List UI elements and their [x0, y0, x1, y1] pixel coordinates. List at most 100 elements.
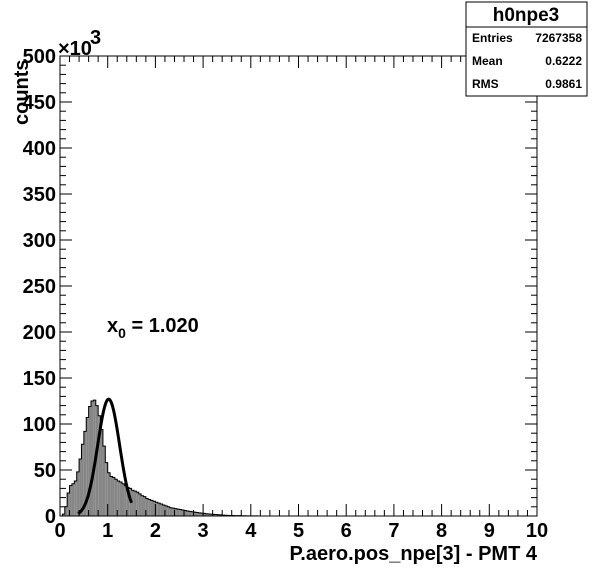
- x-tick-labels: 0 1 2 3 4 5 6 7 8 9 10: [54, 520, 548, 542]
- y-multiplier-exponent: 3: [90, 27, 101, 49]
- histogram-bar: [112, 477, 115, 516]
- y-tick-label: 100: [23, 414, 56, 436]
- stats-entries-label: Entries: [472, 31, 513, 45]
- histogram-bar: [179, 509, 182, 516]
- histogram-bar: [100, 429, 103, 516]
- histogram-bar: [64, 506, 68, 516]
- y-tick-label: 50: [34, 460, 56, 482]
- x-tick-label: 6: [341, 520, 352, 542]
- histogram-bar: [160, 504, 163, 516]
- x-tick-label: 2: [150, 520, 161, 542]
- stats-box: h0npe3 Entries 7267358 Mean 0.6222 RMS 0…: [465, 1, 588, 97]
- histogram-bar: [167, 506, 170, 516]
- annotation-subscript: 0: [118, 325, 126, 341]
- x-tick-label: 9: [484, 520, 495, 542]
- histogram-bar: [193, 512, 196, 516]
- histogram-bar: [207, 513, 211, 516]
- histogram-bar: [162, 504, 165, 516]
- stats-rms-value: 0.9861: [545, 77, 582, 91]
- stats-rms-label: RMS: [472, 77, 499, 91]
- x-tick-label: 5: [293, 520, 304, 542]
- histogram-bar: [105, 462, 108, 516]
- histogram-bar: [67, 493, 70, 516]
- y-tick-label: 200: [23, 322, 56, 344]
- y-tick-label: 450: [23, 92, 56, 114]
- y-tick-labels: 0 50 100 150 200 250 300 350 400 450 500: [23, 46, 56, 528]
- histogram-bar: [76, 471, 80, 516]
- histogram-bar: [145, 498, 149, 516]
- y-tick-label: 400: [23, 138, 56, 160]
- x-tick-label: 8: [436, 520, 447, 542]
- histogram-bar: [74, 481, 77, 516]
- y-tick-label: 0: [45, 506, 56, 528]
- gaussian-fit-curve: [77, 397, 133, 515]
- y-tick-label: 300: [23, 230, 56, 252]
- histogram-bar: [191, 511, 194, 516]
- y-axis-title: counts: [11, 59, 33, 125]
- histogram-bar: [186, 510, 189, 516]
- y-tick-label: 150: [23, 368, 56, 390]
- histogram-bar: [157, 503, 161, 516]
- histogram-bar: [176, 509, 180, 516]
- histogram-bar: [195, 512, 199, 516]
- x-tick-label: 1: [102, 520, 113, 542]
- histogram-bar: [69, 485, 72, 516]
- histogram-bar: [188, 511, 192, 516]
- annotation-base: x: [107, 315, 118, 337]
- stats-title: h0npe3: [493, 5, 560, 26]
- histogram-bar: [62, 514, 65, 516]
- x-tick-label: 4: [245, 520, 257, 542]
- histogram-bar: [143, 496, 146, 516]
- histogram-bar: [219, 514, 223, 516]
- histogram-bar: [148, 499, 151, 516]
- histogram-bar: [141, 495, 144, 516]
- histogram-bar: [181, 510, 185, 516]
- histogram-bar: [215, 514, 218, 516]
- histogram-bar: [169, 507, 173, 516]
- y-tick-label: 250: [23, 276, 56, 298]
- stats-entries-value: 7267358: [535, 31, 582, 45]
- y-tick-label: 500: [23, 46, 56, 68]
- histogram-bar: [136, 492, 139, 516]
- histogram-bar: [210, 514, 213, 516]
- histogram-bar: [102, 446, 106, 516]
- histogram-bar: [174, 508, 177, 516]
- x-axis-title: P.aero.pos_npe[3] - PMT 4: [290, 543, 538, 565]
- x-tick-label: 10: [526, 520, 548, 542]
- histogram-bar: [217, 514, 220, 516]
- histogram-bar: [98, 415, 101, 516]
- histogram-bar: [212, 514, 216, 516]
- svg-text:x0 = 1.020: x0 = 1.020: [107, 315, 199, 341]
- y-tick-label: 350: [23, 184, 56, 206]
- histogram-bar: [83, 431, 87, 516]
- histogram-bar: [203, 513, 206, 516]
- histogram-bar: [95, 405, 99, 516]
- histogram-bar: [114, 479, 118, 516]
- x-tick-label: 7: [388, 520, 399, 542]
- histogram-bar: [124, 485, 127, 516]
- histogram-bar: [133, 491, 137, 516]
- annotation-value: = 1.020: [126, 315, 199, 337]
- histogram-bar: [205, 513, 208, 516]
- histogram-bar: [71, 483, 75, 516]
- histogram-bar: [138, 493, 142, 516]
- histogram-bar: [88, 406, 92, 516]
- histogram-bar: [107, 472, 111, 516]
- histogram-bar: [198, 512, 201, 516]
- histogram-bar: [110, 476, 113, 516]
- histogram-bar: [126, 487, 130, 516]
- fit-annotation: x0 = 1.020: [107, 315, 199, 341]
- histogram-bar: [79, 458, 82, 516]
- x-tick-label: 0: [54, 520, 65, 542]
- x-tick-label: 3: [198, 520, 209, 542]
- histogram-bar: [86, 417, 89, 516]
- histogram-bar: [119, 481, 123, 516]
- histogram-bar: [200, 513, 204, 516]
- histogram-bar: [153, 501, 156, 516]
- histogram-bar: [131, 490, 134, 516]
- y-multiplier-base: ×10: [58, 38, 92, 60]
- stats-mean-label: Mean: [472, 54, 503, 68]
- histogram-bar: [122, 483, 125, 516]
- stats-mean-value: 0.6222: [545, 54, 582, 68]
- histogram-bar: [91, 401, 94, 516]
